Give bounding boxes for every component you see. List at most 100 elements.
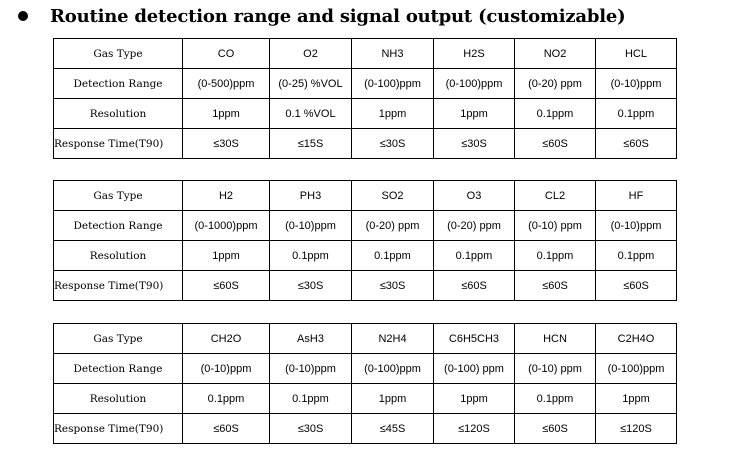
gas-type-cell: C2H4O	[595, 323, 677, 354]
resolution-cell: 0.1ppm	[182, 383, 270, 414]
table-row-detection-range: Detection Range (0-1000)ppm (0-10)ppm (0…	[53, 210, 677, 241]
table-row-gas-type: Gas Type H2 PH3 SO2 O3 CL2 HF	[53, 180, 677, 211]
response-time-cell: ≤30S	[433, 128, 515, 159]
detection-range-cell: (0-20) ppm	[433, 210, 515, 241]
row-label-gas-type: Gas Type	[53, 180, 183, 211]
detection-range-cell: (0-1000)ppm	[182, 210, 270, 241]
resolution-cell: 0.1ppm	[269, 383, 352, 414]
resolution-cell: 0.1ppm	[514, 98, 596, 129]
resolution-cell: 0.1ppm	[514, 383, 596, 414]
detection-range-cell: (0-100) ppm	[433, 353, 515, 384]
gas-type-cell: N2H4	[351, 323, 434, 354]
bullet-icon	[18, 11, 28, 21]
response-time-cell: ≤60S	[514, 270, 596, 301]
detection-range-cell: (0-100)ppm	[351, 353, 434, 384]
resolution-cell: 1ppm	[351, 98, 434, 129]
detection-range-cell: (0-500)ppm	[182, 68, 270, 99]
detection-range-cell: (0-100)ppm	[595, 353, 677, 384]
response-time-cell: ≤30S	[269, 270, 352, 301]
gas-type-cell: H2S	[433, 38, 515, 69]
table-row-resolution: Resolution 0.1ppm 0.1ppm 1ppm 1ppm 0.1pp…	[53, 383, 677, 414]
gas-type-cell: HCN	[514, 323, 596, 354]
response-time-cell: ≤30S	[182, 128, 270, 159]
gas-type-cell: PH3	[269, 180, 352, 211]
resolution-cell: 1ppm	[182, 98, 270, 129]
detection-range-cell: (0-20) ppm	[514, 68, 596, 99]
detection-range-cell: (0-10)ppm	[595, 68, 677, 99]
resolution-cell: 0.1ppm	[351, 240, 434, 271]
response-time-cell: ≤60S	[182, 413, 270, 444]
table-row-resolution: Resolution 1ppm 0.1 %VOL 1ppm 1ppm 0.1pp…	[53, 98, 677, 129]
response-time-cell: ≤120S	[433, 413, 515, 444]
detection-range-cell: (0-10)ppm	[595, 210, 677, 241]
resolution-cell: 1ppm	[433, 98, 515, 129]
detection-range-cell: (0-100)ppm	[351, 68, 434, 99]
detection-range-cell: (0-10)ppm	[269, 353, 352, 384]
gas-table-1: Gas Type CO O2 NH3 H2S NO2 HCL Detection…	[53, 38, 677, 159]
detection-range-cell: (0-10) ppm	[514, 210, 596, 241]
heading-title: Routine detection range and signal outpu…	[50, 5, 626, 27]
resolution-cell: 0.1ppm	[269, 240, 352, 271]
resolution-cell: 1ppm	[595, 383, 677, 414]
gas-table-2: Gas Type H2 PH3 SO2 O3 CL2 HF Detection …	[53, 180, 677, 301]
detection-range-cell: (0-25) %VOL	[269, 68, 352, 99]
gas-type-cell: NH3	[351, 38, 434, 69]
row-label-detection-range: Detection Range	[53, 210, 183, 241]
resolution-cell: 0.1ppm	[433, 240, 515, 271]
row-label-gas-type: Gas Type	[53, 323, 183, 354]
gas-type-cell: SO2	[351, 180, 434, 211]
response-time-cell: ≤60S	[182, 270, 270, 301]
response-time-cell: ≤45S	[351, 413, 434, 444]
gas-type-cell: NO2	[514, 38, 596, 69]
row-label-resolution: Resolution	[53, 98, 183, 129]
row-label-resolution: Resolution	[53, 240, 183, 271]
detection-range-cell: (0-10)ppm	[269, 210, 352, 241]
table-row-gas-type: Gas Type CH2O AsH3 N2H4 C6H5CH3 HCN C2H4…	[53, 323, 677, 354]
gas-type-cell: HCL	[595, 38, 677, 69]
row-label-response-time: Response Time(T90)	[53, 128, 183, 159]
table-row-gas-type: Gas Type CO O2 NH3 H2S NO2 HCL	[53, 38, 677, 69]
response-time-cell: ≤15S	[269, 128, 352, 159]
response-time-cell: ≤120S	[595, 413, 677, 444]
gas-type-cell: CH2O	[182, 323, 270, 354]
resolution-cell: 0.1ppm	[595, 240, 677, 271]
gas-type-cell: O2	[269, 38, 352, 69]
resolution-cell: 0.1 %VOL	[269, 98, 352, 129]
table-row-detection-range: Detection Range (0-10)ppm (0-10)ppm (0-1…	[53, 353, 677, 384]
resolution-cell: 0.1ppm	[595, 98, 677, 129]
row-label-response-time: Response Time(T90)	[53, 413, 183, 444]
row-label-gas-type: Gas Type	[53, 38, 183, 69]
gas-type-cell: HF	[595, 180, 677, 211]
row-label-response-time: Response Time(T90)	[53, 270, 183, 301]
table-row-resolution: Resolution 1ppm 0.1ppm 0.1ppm 0.1ppm 0.1…	[53, 240, 677, 271]
response-time-cell: ≤30S	[351, 270, 434, 301]
gas-type-cell: C6H5CH3	[433, 323, 515, 354]
row-label-detection-range: Detection Range	[53, 353, 183, 384]
section-heading: Routine detection range and signal outpu…	[18, 4, 626, 28]
gas-type-cell: AsH3	[269, 323, 352, 354]
detection-range-cell: (0-10) ppm	[514, 353, 596, 384]
response-time-cell: ≤60S	[595, 270, 677, 301]
table-row-response-time: Response Time(T90) ≤60S ≤30S ≤30S ≤60S ≤…	[53, 270, 677, 301]
resolution-cell: 1ppm	[182, 240, 270, 271]
table-row-response-time: Response Time(T90) ≤60S ≤30S ≤45S ≤120S …	[53, 413, 677, 444]
resolution-cell: 1ppm	[433, 383, 515, 414]
response-time-cell: ≤60S	[595, 128, 677, 159]
gas-table-3: Gas Type CH2O AsH3 N2H4 C6H5CH3 HCN C2H4…	[53, 323, 677, 444]
response-time-cell: ≤60S	[433, 270, 515, 301]
gas-type-cell: CO	[182, 38, 270, 69]
response-time-cell: ≤30S	[351, 128, 434, 159]
row-label-detection-range: Detection Range	[53, 68, 183, 99]
gas-type-cell: CL2	[514, 180, 596, 211]
table-row-response-time: Response Time(T90) ≤30S ≤15S ≤30S ≤30S ≤…	[53, 128, 677, 159]
table-row-detection-range: Detection Range (0-500)ppm (0-25) %VOL (…	[53, 68, 677, 99]
detection-range-cell: (0-100)ppm	[433, 68, 515, 99]
response-time-cell: ≤60S	[514, 413, 596, 444]
row-label-resolution: Resolution	[53, 383, 183, 414]
gas-type-cell: H2	[182, 180, 270, 211]
resolution-cell: 1ppm	[351, 383, 434, 414]
detection-range-cell: (0-20) ppm	[351, 210, 434, 241]
resolution-cell: 0.1ppm	[514, 240, 596, 271]
response-time-cell: ≤60S	[514, 128, 596, 159]
response-time-cell: ≤30S	[269, 413, 352, 444]
